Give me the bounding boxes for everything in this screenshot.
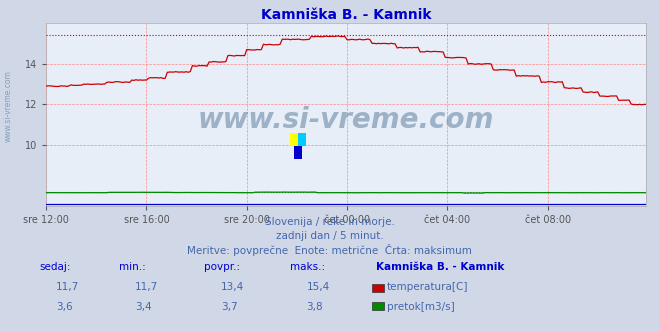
- Text: www.si-vreme.com: www.si-vreme.com: [3, 70, 13, 142]
- Text: 11,7: 11,7: [56, 282, 79, 292]
- Text: povpr.:: povpr.:: [204, 262, 241, 272]
- Text: 3,4: 3,4: [135, 302, 152, 312]
- Text: pretok[m3/s]: pretok[m3/s]: [387, 302, 455, 312]
- Title: Kamniška B. - Kamnik: Kamniška B. - Kamnik: [261, 8, 431, 22]
- Text: min.:: min.:: [119, 262, 146, 272]
- Text: zadnji dan / 5 minut.: zadnji dan / 5 minut.: [275, 231, 384, 241]
- Bar: [294, 146, 302, 159]
- Text: temperatura[C]: temperatura[C]: [387, 282, 469, 292]
- Text: sedaj:: sedaj:: [40, 262, 71, 272]
- Text: 3,7: 3,7: [221, 302, 237, 312]
- Bar: [290, 133, 298, 146]
- Text: Slovenija / reke in morje.: Slovenija / reke in morje.: [264, 217, 395, 227]
- Text: 15,4: 15,4: [306, 282, 330, 292]
- Text: www.si-vreme.com: www.si-vreme.com: [198, 106, 494, 134]
- Text: 3,6: 3,6: [56, 302, 72, 312]
- Text: Meritve: povprečne  Enote: metrične  Črta: maksimum: Meritve: povprečne Enote: metrične Črta:…: [187, 244, 472, 256]
- Bar: [298, 133, 306, 146]
- Text: maks.:: maks.:: [290, 262, 325, 272]
- Text: 3,8: 3,8: [306, 302, 323, 312]
- Text: 13,4: 13,4: [221, 282, 244, 292]
- Text: Kamniška B. - Kamnik: Kamniška B. - Kamnik: [376, 262, 504, 272]
- Text: 11,7: 11,7: [135, 282, 158, 292]
